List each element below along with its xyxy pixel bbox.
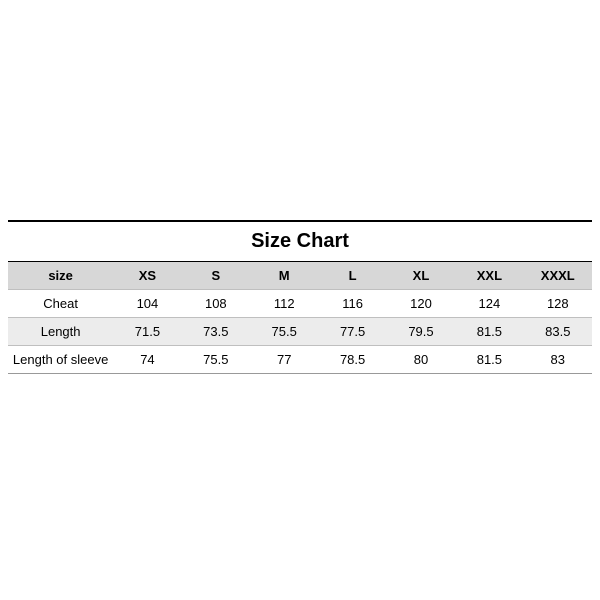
size-chart-table: Size Chart size XS S M L XL XXL XXXL Che… bbox=[8, 220, 592, 374]
cell: 77 bbox=[250, 346, 318, 374]
page-canvas: Size Chart size XS S M L XL XXL XXXL Che… bbox=[0, 0, 600, 600]
table-row: Cheat 104 108 112 116 120 124 128 bbox=[8, 290, 592, 318]
cell: 83 bbox=[524, 346, 592, 374]
cell: 120 bbox=[387, 290, 455, 318]
cell: 71.5 bbox=[113, 318, 181, 346]
header-size-xxxl: XXXL bbox=[524, 262, 592, 290]
header-size-xxl: XXL bbox=[455, 262, 523, 290]
cell: 81.5 bbox=[455, 318, 523, 346]
cell: 79.5 bbox=[387, 318, 455, 346]
cell: 81.5 bbox=[455, 346, 523, 374]
table-row: Length of sleeve 74 75.5 77 78.5 80 81.5… bbox=[8, 346, 592, 374]
cell: 77.5 bbox=[318, 318, 386, 346]
header-size-xs: XS bbox=[113, 262, 181, 290]
table-row: Length 71.5 73.5 75.5 77.5 79.5 81.5 83.… bbox=[8, 318, 592, 346]
header-size-xl: XL bbox=[387, 262, 455, 290]
table-title: Size Chart bbox=[8, 221, 592, 262]
cell: 75.5 bbox=[250, 318, 318, 346]
cell: 108 bbox=[182, 290, 250, 318]
table-header-row: size XS S M L XL XXL XXXL bbox=[8, 262, 592, 290]
cell: 124 bbox=[455, 290, 523, 318]
header-size-l: L bbox=[318, 262, 386, 290]
row-label: Cheat bbox=[8, 290, 113, 318]
cell: 128 bbox=[524, 290, 592, 318]
row-label: Length of sleeve bbox=[8, 346, 113, 374]
cell: 112 bbox=[250, 290, 318, 318]
table-title-row: Size Chart bbox=[8, 221, 592, 262]
header-size-s: S bbox=[182, 262, 250, 290]
cell: 83.5 bbox=[524, 318, 592, 346]
header-label: size bbox=[8, 262, 113, 290]
cell: 74 bbox=[113, 346, 181, 374]
size-chart-container: Size Chart size XS S M L XL XXL XXXL Che… bbox=[0, 220, 600, 374]
cell: 116 bbox=[318, 290, 386, 318]
cell: 104 bbox=[113, 290, 181, 318]
header-size-m: M bbox=[250, 262, 318, 290]
cell: 73.5 bbox=[182, 318, 250, 346]
row-label: Length bbox=[8, 318, 113, 346]
cell: 75.5 bbox=[182, 346, 250, 374]
cell: 80 bbox=[387, 346, 455, 374]
cell: 78.5 bbox=[318, 346, 386, 374]
